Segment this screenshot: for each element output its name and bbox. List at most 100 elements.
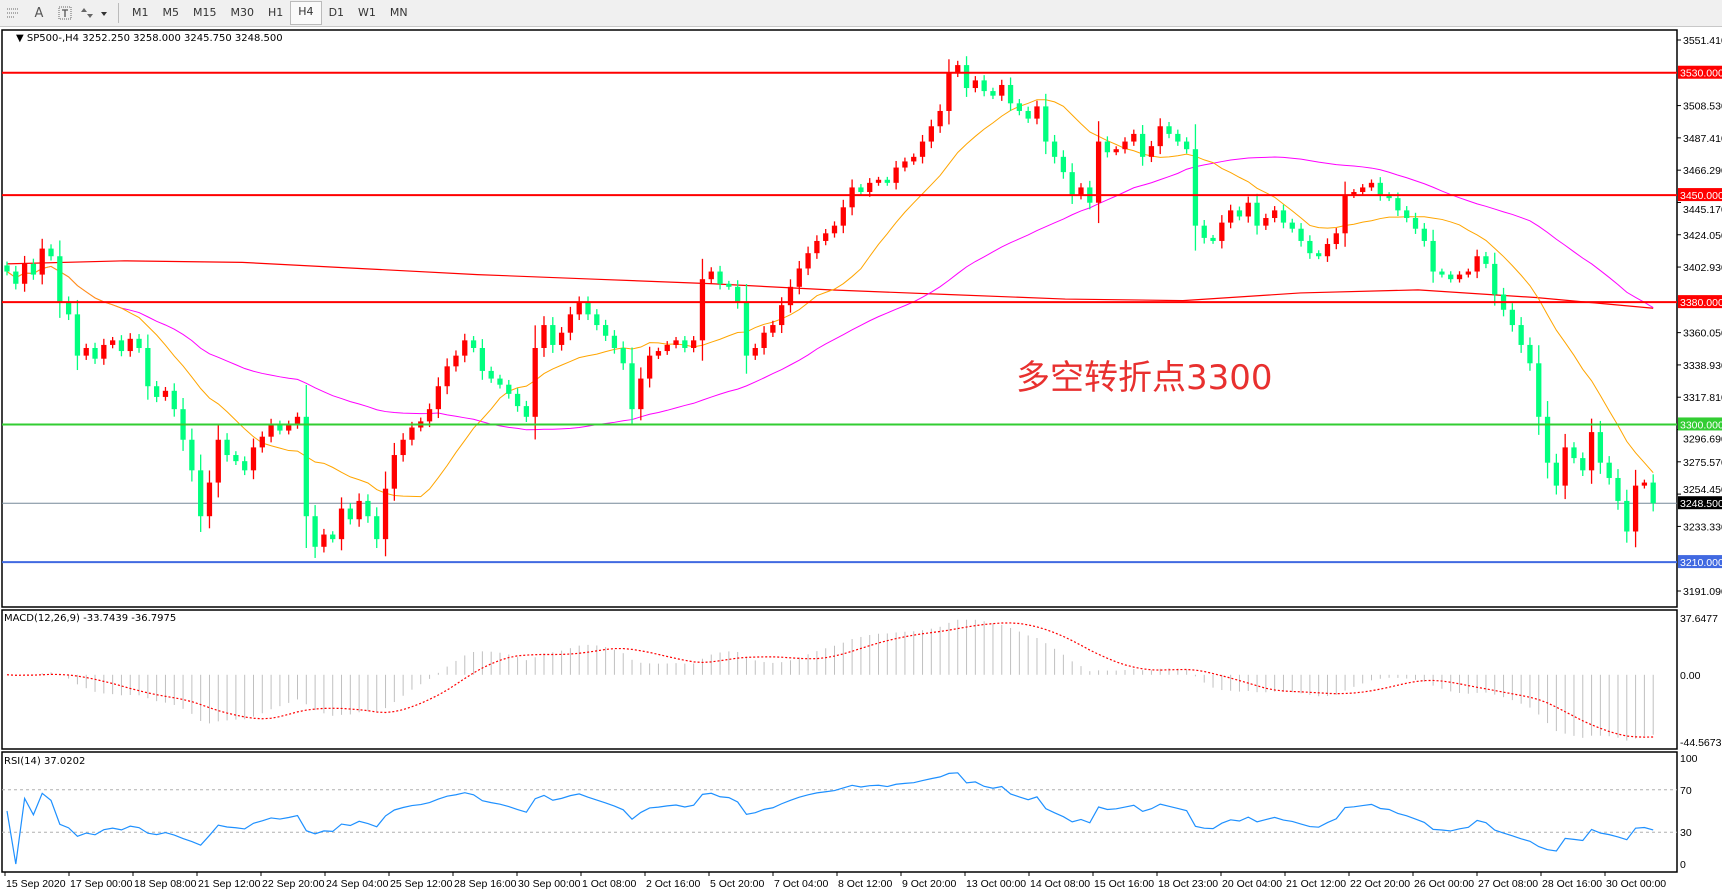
candle [1272, 206, 1278, 223]
timeframe-h4[interactable]: H4 [290, 1, 322, 25]
candle-body [1562, 447, 1568, 486]
fibonacci-icon[interactable] [0, 2, 26, 24]
level-tag-label: 3380.000 [1680, 297, 1722, 309]
rsi-tick-label: 100 [1680, 753, 1698, 765]
timeframe-d1[interactable]: D1 [328, 6, 345, 19]
candle-body [1624, 500, 1630, 532]
timeframe-mn[interactable]: MN [389, 6, 408, 19]
candle-body [13, 271, 19, 284]
timeframe-m5[interactable]: M5 [162, 6, 180, 19]
candle-body [57, 256, 63, 303]
candle-body [805, 253, 811, 269]
candle-body [1474, 256, 1480, 272]
candle [1430, 229, 1436, 283]
price-tick-label: 3551.410 [1683, 35, 1722, 47]
candle-body [691, 340, 697, 348]
candle [514, 388, 521, 412]
text-icon[interactable]: A [34, 5, 44, 21]
annotation-text: 多空转折点3300 [1016, 358, 1273, 398]
collapse-arrow-icon[interactable]: ▼ [16, 33, 24, 44]
candle-body [303, 416, 309, 517]
candle [823, 229, 829, 246]
time-label: 9 Oct 20:00 [902, 878, 956, 890]
level-tag-resistance [1678, 188, 1722, 202]
candle [594, 309, 600, 331]
candle [1580, 452, 1586, 477]
candle [655, 347, 662, 360]
candle [1518, 317, 1524, 353]
candle [470, 336, 477, 353]
candle-body [488, 370, 494, 379]
candle-body [523, 406, 530, 417]
candle-body [1395, 198, 1401, 211]
candle-body [972, 80, 978, 89]
candle [13, 265, 19, 290]
candle-body [902, 161, 908, 168]
candle-body [567, 314, 574, 333]
candle-body [400, 439, 406, 456]
candle [664, 341, 670, 355]
candle [779, 297, 785, 334]
candle [805, 246, 811, 276]
candle [875, 176, 882, 186]
chart-canvas[interactable]: 3551.410 3508.530 3487.410 3466.290 3445.170… [0, 27, 1722, 892]
candle [215, 424, 221, 498]
candle [206, 470, 213, 529]
candle [620, 341, 626, 370]
candle-body [1465, 271, 1471, 275]
candle [1632, 469, 1639, 548]
candle [1562, 433, 1568, 500]
candle-body [708, 271, 714, 280]
candle [1210, 234, 1216, 244]
candle-body [1351, 192, 1357, 196]
price-tick-label: 3445.170 [1683, 204, 1722, 216]
candle-body [550, 325, 556, 345]
candle [1113, 146, 1119, 156]
candle [312, 505, 318, 558]
candle [1606, 456, 1612, 485]
candle-body [594, 314, 600, 326]
candle-body [875, 179, 882, 183]
candle [101, 338, 107, 365]
macd-signal-line [6, 622, 1654, 738]
candle [752, 343, 758, 360]
price-tick-label: 3254.450 [1683, 484, 1722, 496]
candle-body [1210, 237, 1216, 241]
candle [1439, 268, 1445, 278]
candle [382, 471, 389, 557]
candle-body [145, 347, 151, 387]
candle [849, 179, 855, 216]
candle-body [532, 347, 538, 417]
timeframe-m1[interactable]: M1 [132, 6, 149, 19]
timeframe-w1[interactable]: W1 [358, 6, 376, 19]
candle [884, 176, 890, 186]
candle-body [109, 340, 116, 345]
candle-body [867, 182, 873, 193]
candle [1624, 489, 1630, 543]
candle [171, 383, 177, 417]
candle-body [101, 344, 107, 359]
candle-body [787, 286, 794, 306]
timeframe-m30[interactable]: M30 [230, 6, 255, 19]
time-label: 30 Sep 00:00 [518, 878, 581, 890]
price-tick-label: 3338.930 [1683, 360, 1722, 372]
candle-body [999, 84, 1005, 96]
arrows-icon[interactable] [78, 2, 112, 24]
time-label: 24 Sep 04:00 [326, 878, 389, 890]
candle-body [796, 268, 802, 287]
candle-body [884, 179, 890, 183]
candle [1351, 189, 1357, 198]
candle [743, 284, 750, 374]
candle-body [1280, 210, 1287, 223]
time-label: 17 Sep 00:00 [70, 878, 133, 890]
candle-body [1245, 202, 1251, 217]
candle-body [365, 500, 371, 517]
candle-body [162, 390, 169, 397]
candle [919, 134, 926, 164]
candle-body [1113, 149, 1119, 153]
candle-body [224, 439, 230, 456]
timeframe-h1[interactable]: H1 [268, 6, 284, 19]
text-label-icon[interactable] [52, 2, 78, 24]
candle [1597, 420, 1604, 474]
timeframe-m15[interactable]: M15 [193, 6, 217, 19]
